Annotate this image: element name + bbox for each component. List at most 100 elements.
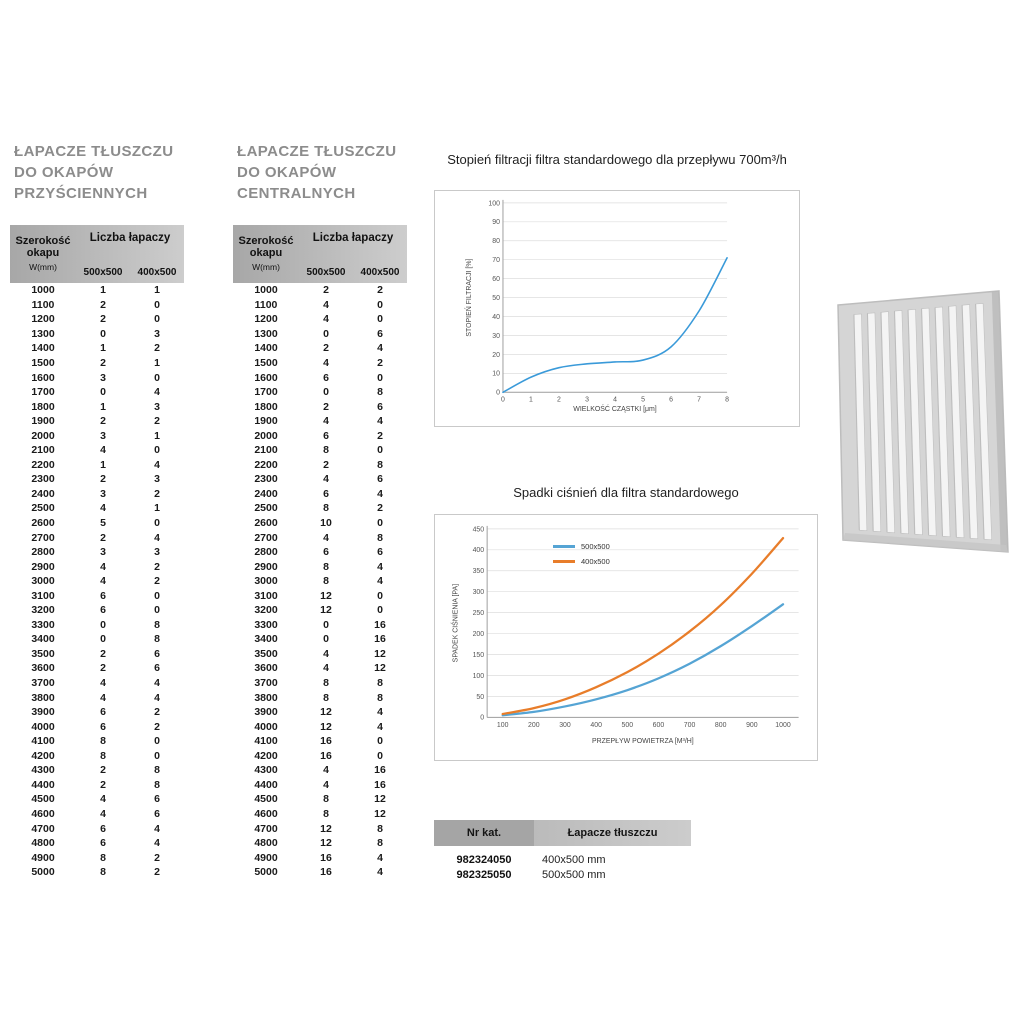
hood-width-cell: 2600 [31, 517, 55, 530]
trap-count-cell: 2 [323, 400, 329, 413]
hood-width-cell: 1300 [31, 327, 55, 340]
hood-width-cell: 1600 [31, 371, 55, 384]
filter-slat-shadow [934, 307, 944, 537]
table-row: 2100 4 0 [10, 443, 184, 458]
trap-count-cell: 8 [323, 807, 329, 820]
hood-width-cell: 3200 [31, 604, 55, 617]
x-tick-label: 4 [613, 397, 617, 404]
table-row: 4000 6 2 [10, 719, 184, 734]
y-tick-label: 40 [492, 314, 500, 321]
trap-count-cell: 3 [100, 429, 106, 442]
trap-count-cell: 2 [100, 647, 106, 660]
table-row: 2700 2 4 [10, 530, 184, 545]
x-tick-label: 300 [559, 722, 571, 729]
table-row: 1400 1 2 [10, 341, 184, 356]
trap-count-cell: 6 [100, 822, 106, 835]
table-row: 1400 2 4 [233, 341, 407, 356]
trap-count-cell: 6 [100, 720, 106, 733]
trap-count-cell: 6 [377, 327, 383, 340]
hood-width-cell: 4700 [31, 822, 55, 835]
size-subheaders: 500x500 400x500 [76, 267, 184, 278]
hood-width-cell: 4100 [31, 735, 55, 748]
trap-count-cell: 8 [323, 691, 329, 704]
filter-slat-shadow [975, 304, 985, 540]
catalog-nr-header: Nr kat. [434, 820, 534, 846]
trap-count-cell: 12 [320, 720, 332, 733]
hood-width-cell: 2700 [31, 531, 55, 544]
filter-slat-shadow [948, 306, 957, 538]
trap-count-cell: 8 [377, 837, 383, 850]
series-line-stopień filtracji [502, 257, 728, 394]
hood-width-cell: 4400 [254, 778, 278, 791]
trap-count-cell: 2 [154, 560, 160, 573]
hood-width-cell: 5000 [254, 866, 278, 879]
table-row: 1500 4 2 [233, 356, 407, 371]
table-row: 4000 12 4 [233, 719, 407, 734]
trap-count-cell: 0 [154, 604, 160, 617]
hood-width-cell: 1700 [254, 386, 278, 399]
trap-count-cell: 0 [154, 313, 160, 326]
trap-count-cell: 6 [100, 837, 106, 850]
wall-hoods-table: Szerokość okapu W(mm) Liczba łapaczy 500… [10, 225, 184, 879]
y-tick-label: 300 [473, 589, 485, 596]
y-tick-label: 20 [492, 352, 500, 359]
trap-count-cell: 6 [377, 546, 383, 559]
trap-count-cell: 2 [323, 284, 329, 297]
y-tick-label: 100 [488, 200, 500, 207]
trap-count-cell: 2 [154, 415, 160, 428]
hood-width-cell: 2900 [254, 560, 278, 573]
trap-count-cell: 16 [320, 749, 332, 762]
table-row: 1000 1 1 [10, 283, 184, 298]
trap-count-cell: 4 [377, 706, 383, 719]
trap-count-cell: 0 [377, 749, 383, 762]
hood-width-cell: 1400 [31, 342, 55, 355]
table-row: 1000 2 2 [233, 283, 407, 298]
table-row: 3900 6 2 [10, 705, 184, 720]
table-row: 1500 2 1 [10, 356, 184, 371]
catalog-traps-header: Łapacze tłuszczu [534, 820, 691, 846]
hood-width-cell: 1200 [31, 313, 55, 326]
table-row: 4500 4 6 [10, 792, 184, 807]
hood-width-cell: 2800 [31, 546, 55, 559]
trap-count-cell: 8 [154, 633, 160, 646]
hood-width-cell: 2200 [31, 458, 55, 471]
trap-count-cell: 4 [154, 837, 160, 850]
trap-count-cell: 8 [154, 764, 160, 777]
hood-width-cell: 3600 [254, 662, 278, 675]
trap-count-cell: 8 [323, 677, 329, 690]
trap-count-cell: 8 [154, 778, 160, 791]
trap-count-cell: 0 [323, 633, 329, 646]
table-row: 3200 12 0 [233, 603, 407, 618]
trap-count-cell: 8 [377, 677, 383, 690]
table-row: 2000 6 2 [233, 428, 407, 443]
y-tick-label: 30 [492, 333, 500, 340]
table-row: 3600 4 12 [233, 661, 407, 676]
y-tick-label: 60 [492, 276, 500, 283]
table-body: 1000 1 1 1100 2 0 1200 2 0 1300 0 3 1400 1 2 1500 2 1 1600… [10, 283, 184, 879]
trap-count-cell: 0 [323, 618, 329, 631]
trap-count-cell: 0 [377, 298, 383, 311]
trap-count-cell: 2 [100, 531, 106, 544]
hood-width-cell: 3600 [31, 662, 55, 675]
trap-count-cell: 4 [377, 866, 383, 879]
y-axis-label: STOPIEŃ FILTRACJI [%] [464, 259, 473, 337]
trap-count-cell: 4 [323, 313, 329, 326]
trap-count-cell: 4 [323, 764, 329, 777]
trap-count-cell: 1 [154, 357, 160, 369]
trap-count-cell: 4 [100, 793, 106, 806]
x-tick-label: 100 [497, 722, 509, 729]
table-row: 4300 2 8 [10, 763, 184, 778]
trap-count-cell: 8 [100, 866, 106, 879]
x-tick-label: 8 [725, 397, 729, 404]
filter-slat-shadow [907, 309, 916, 535]
x-tick-label: 7 [697, 397, 701, 404]
hood-width-cell: 4700 [254, 822, 278, 835]
trap-count-cell: 2 [154, 866, 160, 879]
hood-width-cell: 1100 [254, 298, 278, 311]
title-line: PRZYŚCIENNYCH [14, 185, 148, 202]
table-row: 3700 8 8 [233, 676, 407, 691]
table-row: 1800 1 3 [10, 399, 184, 414]
grease-filter-illustration [828, 283, 1016, 563]
table-row: 2800 6 6 [233, 545, 407, 560]
table-row: 3400 0 8 [10, 632, 184, 647]
